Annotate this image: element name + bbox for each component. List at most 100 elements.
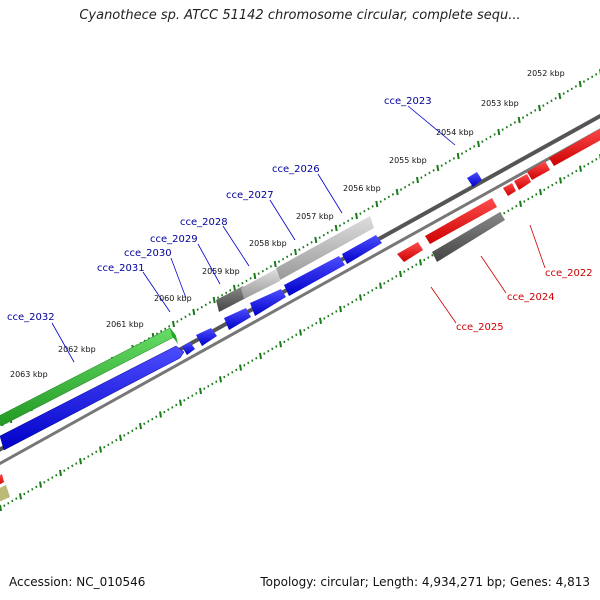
minor-tick	[363, 209, 366, 213]
inner-tick-track	[0, 154, 600, 512]
gene-cce_2029[interactable]	[224, 308, 251, 330]
minor-tick	[271, 347, 274, 351]
major-tick	[359, 294, 362, 301]
backbone-inner	[0, 128, 600, 466]
minor-tick	[427, 256, 430, 259]
gene-cce_2022-d[interactable]	[549, 126, 600, 166]
gene-cce_2022-a[interactable]	[503, 183, 516, 196]
gene-cce_2022-c[interactable]	[527, 161, 550, 180]
label-cce_2028[interactable]: cce_2028	[180, 217, 228, 228]
label-cce_2024[interactable]: cce_2024	[507, 292, 555, 303]
major-tick	[419, 259, 422, 266]
gene-cce_2032[interactable]	[0, 345, 185, 451]
minor-tick	[71, 464, 74, 468]
kbp-label: 2060 kbp	[154, 294, 192, 303]
minor-tick	[408, 183, 411, 187]
minor-tick	[75, 462, 78, 465]
gene-cce_2025[interactable]	[397, 242, 423, 262]
minor-tick	[295, 333, 298, 337]
minor-tick	[391, 277, 394, 280]
minor-tick	[412, 181, 415, 184]
minor-tick	[23, 492, 26, 496]
minor-tick	[503, 211, 506, 215]
minor-tick	[507, 209, 510, 213]
minor-tick	[521, 116, 525, 119]
minor-tick	[322, 233, 325, 237]
minor-tick	[481, 140, 484, 143]
kbp-label: 2057 kbp	[296, 212, 334, 221]
rna-feature-light-2[interactable]	[276, 216, 374, 280]
minor-tick	[290, 253, 293, 256]
rna-feature-dark[interactable]	[216, 286, 246, 312]
kbp-label: 2062 kbp	[58, 345, 96, 354]
minor-tick	[473, 145, 476, 148]
label-cce_2022[interactable]: cce_2022	[545, 268, 593, 279]
label-cce_2032[interactable]: cce_2032	[7, 312, 55, 323]
minor-tick	[225, 291, 228, 295]
reverse-features	[0, 126, 600, 502]
minor-tick	[575, 169, 578, 173]
minor-tick	[55, 473, 58, 477]
minor-tick	[440, 164, 443, 167]
label-cce_2030[interactable]: cce_2030	[124, 248, 172, 259]
minor-tick	[411, 265, 414, 269]
kbp-label: 2056 kbp	[343, 184, 381, 193]
minor-tick	[587, 77, 590, 81]
reverse-labels: cce_2022 cce_2024 cce_2025	[430, 224, 593, 333]
minor-tick	[235, 368, 238, 372]
gene-cce_2031[interactable]	[182, 342, 195, 355]
minor-tick	[379, 200, 382, 203]
rna-feature-light-1[interactable]	[241, 269, 280, 299]
minor-tick	[131, 429, 134, 433]
kbp-label: 2063 kbp	[10, 370, 48, 379]
label-cce_2029[interactable]: cce_2029	[150, 234, 198, 245]
gene-cce_2028[interactable]	[250, 289, 286, 316]
gene-cce_2024[interactable]	[432, 212, 505, 262]
major-tick	[497, 128, 501, 136]
major-tick	[379, 282, 382, 289]
minor-tick	[523, 200, 526, 203]
label-cce_2023[interactable]: cce_2023	[384, 96, 432, 107]
gene-cce_2023[interactable]	[467, 172, 482, 187]
major-tick	[314, 236, 318, 244]
minor-tick	[216, 296, 220, 299]
gene-cce_2030[interactable]	[196, 328, 217, 346]
kbp-label: 2059 kbp	[202, 267, 240, 276]
minor-tick	[355, 298, 358, 301]
minor-tick	[47, 478, 50, 482]
minor-tick	[513, 121, 516, 124]
minor-tick	[183, 399, 186, 402]
minor-tick	[509, 123, 512, 127]
major-tick	[559, 177, 562, 184]
major-tick	[519, 200, 522, 207]
major-tick	[233, 284, 236, 292]
label-cce_2031[interactable]: cce_2031	[97, 263, 145, 274]
minor-tick	[530, 111, 533, 115]
kbp-label: 2055 kbp	[389, 156, 427, 165]
minor-tick	[196, 308, 199, 311]
minor-tick	[269, 265, 272, 268]
label-cce_2025[interactable]: cce_2025	[456, 322, 504, 333]
gene-cce_2024-red[interactable]	[425, 198, 497, 244]
major-tick	[179, 399, 182, 406]
minor-tick	[155, 415, 158, 418]
gene-cce_2027[interactable]	[284, 256, 345, 296]
minor-tick	[465, 149, 468, 153]
minor-tick	[227, 373, 230, 376]
major-tick	[355, 212, 358, 220]
gene-cce_2026[interactable]	[342, 235, 382, 264]
minor-tick	[566, 89, 569, 93]
minor-tick	[403, 270, 406, 273]
minor-tick	[448, 159, 451, 163]
minor-tick	[221, 293, 224, 297]
connector-line	[170, 257, 187, 299]
label-cce_2026[interactable]: cce_2026	[272, 164, 320, 175]
minor-tick	[359, 212, 362, 215]
minor-tick	[247, 361, 250, 365]
minor-tick	[351, 300, 354, 304]
minor-tick	[310, 241, 313, 244]
minor-tick	[211, 382, 214, 386]
label-cce_2027[interactable]: cce_2027	[226, 190, 274, 201]
minor-tick	[587, 162, 590, 166]
gene-cce_2022-b[interactable]	[514, 174, 531, 190]
